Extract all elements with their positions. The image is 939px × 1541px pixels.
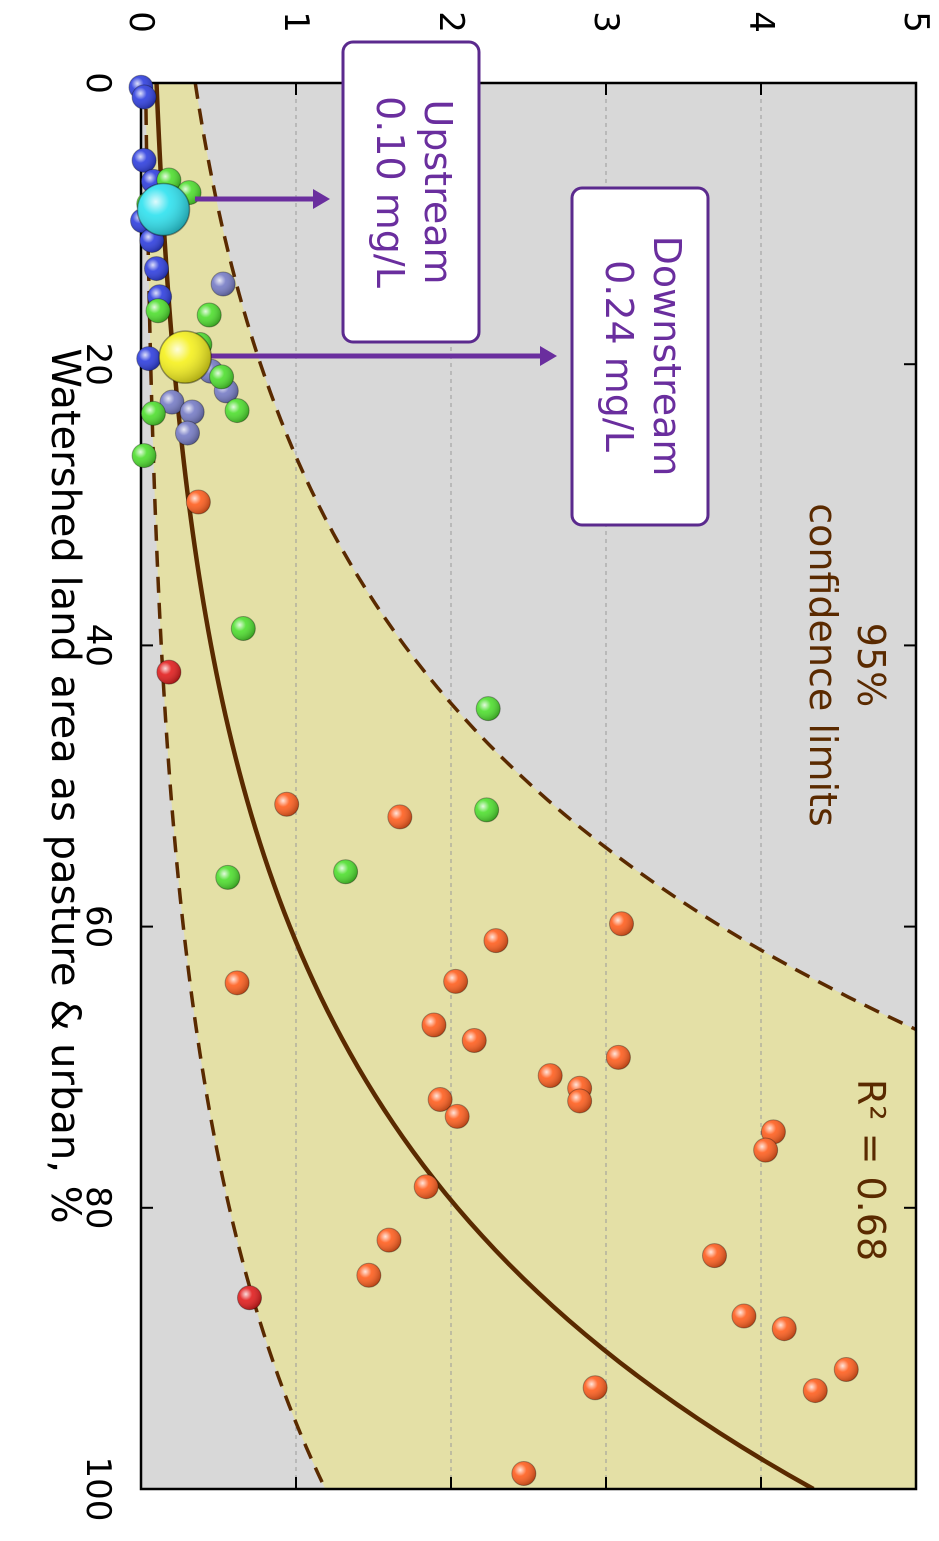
y-tick-label: 1 [276,11,316,33]
data-point-shading [567,1088,592,1113]
data-point-shading [583,1375,608,1400]
y-tick-label-group: 4 [741,11,781,33]
data-point-shading [209,364,234,389]
data-point-shading [225,970,250,995]
data-point-shading [753,1138,778,1163]
data-point-shading [215,865,240,890]
data-point-shading [387,804,412,829]
upper-confidence-line [193,83,916,1032]
data-point-shading [377,1228,401,1253]
data-point-shading [186,489,211,514]
data-point-shading [761,1119,786,1144]
data-point-shading [462,1028,487,1053]
x-tick-label: 100 [78,1457,118,1522]
data-point-shading [474,797,499,822]
confidence-annotation: 95% confidence limits [801,503,893,826]
x-tick-label: 20 [78,343,118,386]
data-point-shading [197,302,222,327]
data-point-shading [132,148,157,173]
data-point-shading [414,1174,439,1199]
upstream-arrow-head [313,189,330,209]
x-axis-label: Watershed land area as pasture & urban, … [42,348,88,1223]
data-point-shading [231,616,256,641]
r-squared-annotation: R² = 0.68 [849,1079,893,1261]
data-point-shading [132,443,157,468]
x-axis-label-text: Watershed land area as pasture & urban, … [42,348,88,1223]
highlight-point-shading [159,331,212,384]
data-point-shading [511,1461,536,1486]
data-point-shading [428,1087,453,1112]
x-tick-label: 0 [78,72,118,94]
data-point-shading [803,1378,828,1403]
data-point-shading [702,1243,727,1268]
x-tick-label-group: 20 [78,343,118,386]
y-tick-label-group: 3 [586,11,626,33]
upstream-label: Upstream [416,99,460,284]
data-point-shading [834,1357,859,1382]
data-point-shading [606,1045,631,1070]
data-point-shading [144,256,169,281]
confidence-line2: confidence limits [801,503,845,826]
data-point-shading [141,401,166,426]
data-point-shading [609,911,634,936]
data-point-shading [160,390,184,415]
x-tick-label: 40 [78,624,118,667]
data-point-shading [333,859,358,884]
downstream-label: Downstream [645,236,689,477]
data-point-shading [356,1263,381,1288]
data-point-shading [180,400,205,425]
data-point-shading [136,346,161,371]
upstream-callout-box [341,40,481,344]
downstream-callout-text: Downstream 0.24 mg/L [597,236,689,477]
callouts: Upstream 0.10 mg/L Downstream 0.24 mg/L [195,40,710,527]
data-point-shading [146,298,171,323]
upstream-value: 0.10 mg/L [368,96,412,288]
data-point-shading [156,660,181,685]
x-tick-label-group: 80 [78,1186,118,1229]
y-tick-label: 4 [741,11,781,33]
x-tick-label-group: 40 [78,624,118,667]
confidence-line1: 95% [849,623,893,707]
data-point-shading [274,792,299,817]
r-squared-text: R² = 0.68 [849,1079,893,1261]
fit-curve-line [154,83,815,1489]
axis-ticks: 0 1 2 3 4 5 0 20 40 60 80 100 [78,11,936,1521]
upstream-callout-text: Upstream 0.10 mg/L [368,96,460,288]
data-point-shading [132,85,157,110]
data-point-shading [483,928,508,953]
y-tick-label-group: 2 [431,11,471,33]
x-tick-label-group: 60 [78,905,118,948]
data-point-shading [443,969,468,994]
y-tick-label-group: 0 [121,11,161,33]
data-point-shading [445,1104,470,1129]
data-point-shading [772,1316,797,1341]
data-point-shading [225,398,250,423]
x-tick-label: 80 [78,1186,118,1229]
data-point-shading [237,1285,262,1310]
plot-frame [139,81,918,1491]
highlight-points [136,182,212,384]
y-tick-label: 0 [121,11,161,33]
y-tick-label-group: 5 [896,11,936,33]
x-tick-label-group: 100 [78,1457,118,1522]
data-point-shading [421,1013,446,1038]
x-tick-label-group: 0 [78,72,118,94]
data-point-shading [538,1063,563,1088]
y-tick-label: 2 [431,11,471,33]
y-tick-label: 5 [896,11,936,33]
highlight-point-shading [137,183,190,236]
downstream-callout-box [570,186,710,527]
y-tick-label-group: 1 [276,11,316,33]
data-point-shading [476,696,501,721]
data-point-shading [175,421,200,446]
data-point-shading [211,272,236,297]
y-tick-label: 3 [586,11,626,33]
data-points [128,74,859,1487]
x-tick-label: 60 [78,905,118,948]
downstream-arrow-head [540,346,557,366]
downstream-value: 0.24 mg/L [597,260,641,452]
data-point-shading [731,1304,756,1329]
